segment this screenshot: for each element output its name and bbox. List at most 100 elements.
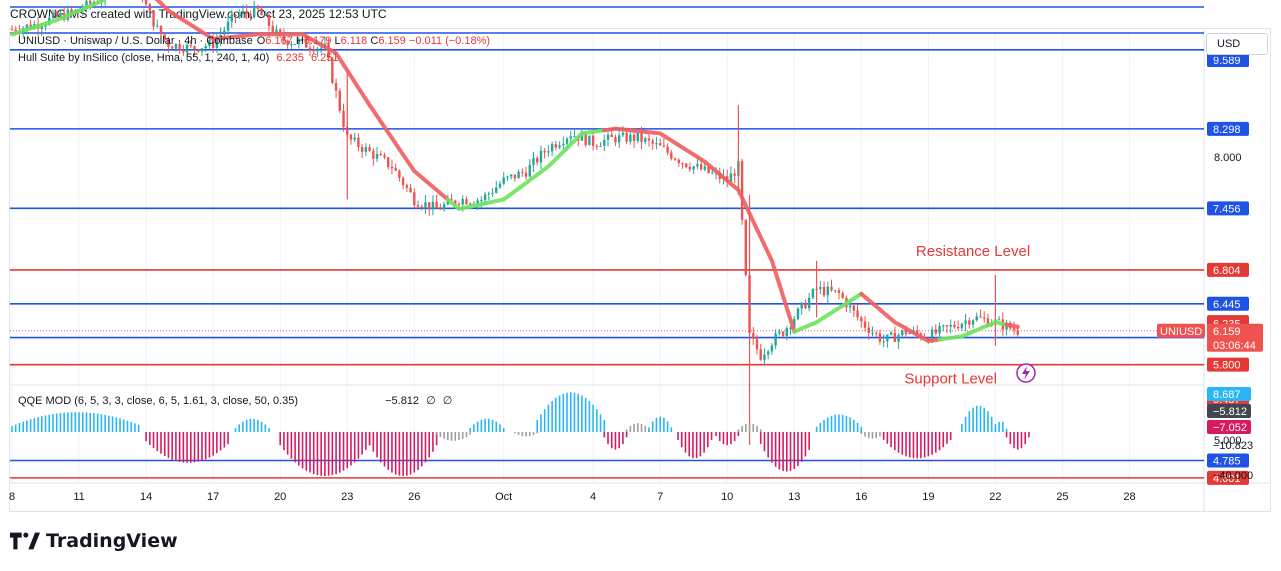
qqe-histogram-bar: [1013, 432, 1015, 449]
candle-body: [960, 323, 964, 329]
qqe-histogram-bar: [916, 432, 918, 459]
qqe-histogram-bar: [406, 432, 408, 476]
qqe-scale-tag: −5.812: [1213, 406, 1247, 418]
candle-body: [536, 158, 539, 163]
candle-body: [524, 172, 528, 177]
level-price-label-bg: [1207, 470, 1249, 485]
candle-body: [204, 45, 207, 49]
candle-body: [707, 166, 710, 173]
qqe-histogram-bar: [171, 432, 173, 460]
qqe-histogram-bar: [875, 432, 877, 439]
candle-body: [398, 170, 401, 178]
candle-body: [614, 137, 617, 143]
candle-body: [759, 349, 762, 360]
candle-body: [226, 21, 230, 31]
qqe-histogram-bar: [528, 432, 531, 437]
candle-body: [595, 145, 599, 147]
qqe-histogram-bar: [81, 412, 84, 432]
candle-body: [483, 194, 487, 200]
candle-body: [632, 134, 636, 141]
currency-button[interactable]: USD: [1206, 33, 1268, 55]
qqe-histogram-bar: [190, 432, 192, 463]
candle-body: [379, 154, 382, 156]
candle-body: [826, 286, 829, 296]
qqe-histogram-bar: [603, 420, 606, 432]
candle-body: [942, 325, 945, 327]
candle-body: [267, 14, 271, 27]
qqe-histogram-bar: [573, 392, 576, 432]
qqe-histogram-bar: [253, 418, 255, 432]
candle-body: [949, 324, 952, 327]
candle-body: [1016, 330, 1019, 335]
candle-body: [647, 138, 651, 141]
candle-body: [565, 138, 569, 144]
qqe-histogram-bar: [838, 414, 840, 432]
candle-body: [603, 139, 606, 146]
qqe-histogram-bar: [394, 432, 397, 475]
qqe-histogram-bar: [786, 432, 788, 472]
candle-body: [368, 147, 371, 152]
qqe-histogram-bar: [983, 407, 986, 432]
qqe-histogram-bar: [610, 432, 613, 449]
qqe-histogram-bar: [808, 432, 810, 450]
candle-body: [178, 43, 181, 51]
qqe-legend[interactable]: QQE MOD (6, 5, 3, 3, close, 6, 5, 1.61, …: [18, 394, 456, 407]
qqe-histogram-bar: [968, 411, 971, 432]
qqe-histogram-bar: [666, 421, 669, 432]
current-price-countdown: 03:06:44: [1213, 340, 1256, 352]
candle-body: [197, 49, 200, 52]
qqe-histogram-bar: [96, 413, 99, 432]
qqe-histogram-bar: [100, 414, 103, 432]
qqe-histogram-bar: [454, 432, 457, 441]
qqe-histogram-bar: [447, 432, 449, 441]
candle-body: [986, 318, 990, 326]
candle-body: [778, 331, 781, 334]
qqe-histogram-bar: [465, 432, 468, 438]
qqe-histogram-bar: [432, 432, 434, 452]
candle-body: [554, 144, 558, 148]
qqe-histogram-bar: [420, 432, 423, 467]
candle-body: [591, 135, 595, 146]
hull-legend[interactable]: Hull Suite by InSilico (close, Hma, 55, …: [18, 52, 342, 64]
candle-body: [800, 302, 803, 309]
qqe-histogram-bar: [640, 423, 643, 432]
candle-body: [655, 143, 658, 145]
qqe-histogram-bar: [476, 421, 479, 432]
candle-body: [230, 14, 233, 22]
candle-body: [461, 199, 464, 205]
candle-body: [975, 316, 978, 321]
qqe-histogram-bar: [48, 414, 51, 432]
candle-body: [938, 326, 941, 334]
candle-body: [185, 44, 189, 53]
qqe-histogram-bar: [409, 432, 412, 475]
qqe-histogram-bar: [502, 428, 505, 432]
symbol-name[interactable]: UNIUSD · Uniswap / U.S. Dollar · 4h · Co…: [18, 35, 253, 47]
level-price-label: 9.589: [1213, 55, 1241, 67]
qqe-histogram-bar: [234, 428, 237, 432]
tradingview-logo[interactable]: TradingView: [10, 530, 178, 552]
qqe-histogram-bar: [37, 417, 39, 432]
qqe-histogram-bar: [301, 432, 304, 469]
candle-body: [89, 0, 92, 4]
qqe-histogram-bar: [350, 432, 352, 466]
candle-body: [338, 90, 341, 111]
candle-body: [550, 144, 554, 152]
qqe-histogram-bar: [655, 417, 658, 432]
level-price-label: 6.445: [1213, 299, 1241, 311]
candle-body: [85, 0, 88, 10]
candle-body: [167, 39, 170, 47]
qqe-symbol-1: ∅: [426, 395, 436, 407]
qqe-histogram-bar: [353, 432, 356, 463]
qqe-histogram-bar: [298, 432, 300, 466]
candle-body: [286, 40, 289, 46]
candle-body: [59, 13, 62, 17]
qqe-histogram-bar: [499, 424, 501, 432]
qqe-histogram-bar: [193, 432, 196, 463]
candle-body: [822, 286, 826, 296]
candle-body: [521, 171, 524, 173]
candle-body: [588, 135, 591, 146]
current-price-tag-bg: [1207, 323, 1263, 352]
time-tick-label: 28: [1123, 491, 1135, 503]
qqe-name: QQE MOD (6, 5, 3, 3, close, 6, 5, 1.61, …: [18, 395, 299, 407]
